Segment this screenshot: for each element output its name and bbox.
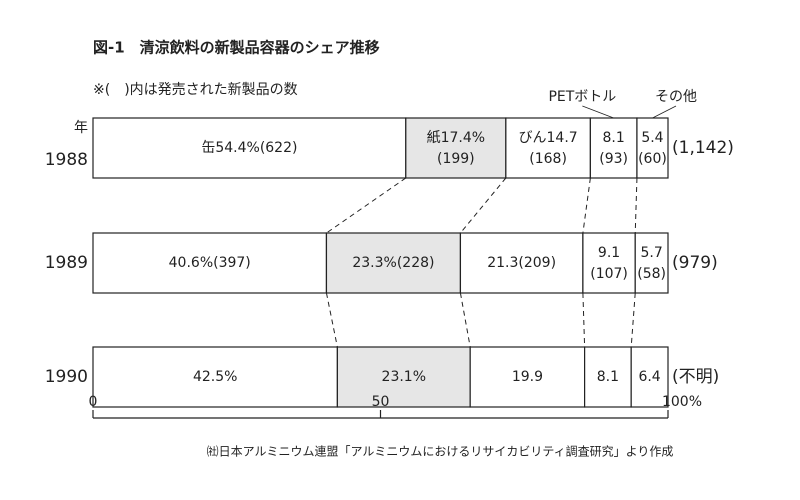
value-text: 54.4% [215, 140, 259, 156]
value-text: 9.1 [598, 245, 620, 261]
bar-segment [469, 346, 586, 408]
bar-segment [630, 346, 669, 408]
bar-segment [505, 117, 591, 179]
count-label: (60) [638, 151, 667, 167]
series-name: 缶 [201, 140, 215, 156]
value-label: 5.4 [641, 130, 663, 146]
value-text: 21.3 [487, 255, 518, 271]
count-label: (168) [529, 151, 567, 167]
value-label: 23.1% [382, 369, 426, 385]
bar-segment [336, 346, 471, 408]
bar-segment [584, 346, 632, 408]
value-label: 19.9 [512, 369, 543, 385]
value-text: 17.4% [441, 130, 485, 146]
connector [459, 292, 471, 348]
value-label: 6.4 [638, 369, 660, 385]
bar-segment [589, 117, 638, 179]
value-text: 23.1% [382, 369, 426, 385]
y-axis-label: 年 [74, 120, 88, 136]
x-tick-label: 100% [662, 394, 702, 410]
count-text: (228) [397, 255, 435, 271]
bar-segment [405, 117, 507, 179]
value-label: 9.1 [598, 245, 620, 261]
chart-subtitle: ※( )内は発売された新製品の数 [93, 82, 298, 98]
value-text: 5.7 [640, 245, 662, 261]
connector [460, 177, 507, 234]
value-text: 42.5% [193, 369, 237, 385]
value-label: びん14.7 [519, 130, 578, 146]
bar-segment [325, 232, 462, 294]
value-label: 紙17.4% [427, 130, 485, 146]
value-label: 23.3%(228) [352, 255, 434, 271]
value-label: 5.7 [640, 245, 662, 261]
value-text: 8.1 [603, 130, 625, 146]
bar-segment [636, 117, 669, 179]
connector [582, 177, 591, 234]
source-note: ㈳日本アルミニウム連盟「アルミニウムにおけるリサイカビリティ調査研究」より作成 [207, 444, 674, 459]
legend-label: その他 [655, 89, 697, 105]
value-text: 40.6% [169, 255, 213, 271]
value-label: 21.3(209) [487, 255, 556, 271]
bar-segment [459, 232, 584, 294]
value-text: 19.9 [512, 369, 543, 385]
value-label: 缶54.4%(622) [201, 140, 297, 156]
bar-segment [634, 232, 669, 294]
bar-segment [92, 232, 328, 294]
x-tick-label: 50 [372, 394, 390, 410]
value-label: 8.1 [597, 369, 619, 385]
legend-leader [652, 105, 677, 119]
value-label: 40.6%(397) [169, 255, 251, 271]
bar-segment [582, 232, 636, 294]
connector [325, 292, 338, 348]
connector [630, 292, 636, 348]
y-tick-label: 1989 [45, 253, 88, 273]
chart-title: 図-1 清涼飲料の新製品容器のシェア推移 [93, 39, 380, 57]
total-label: (1,142) [672, 138, 734, 158]
value-text: 8.1 [597, 369, 619, 385]
value-label: 42.5% [193, 369, 237, 385]
value-text: 6.4 [638, 369, 660, 385]
bar-segment [92, 346, 338, 408]
value-text: 23.3% [352, 255, 396, 271]
series-name: 紙 [427, 130, 441, 146]
connector [326, 177, 407, 234]
count-label: (58) [637, 266, 666, 282]
count-text: (397) [213, 255, 251, 271]
bar-segment [92, 117, 407, 179]
value-text: 14.7 [547, 130, 578, 146]
connector [582, 292, 586, 348]
total-label: (不明) [672, 367, 719, 387]
count-label: (199) [437, 151, 475, 167]
legend-leader [582, 105, 614, 119]
count-label: (93) [599, 151, 628, 167]
y-tick-label: 1990 [45, 367, 88, 387]
count-label: (107) [590, 266, 628, 282]
value-text: 5.4 [641, 130, 663, 146]
y-tick-label: 1988 [45, 150, 88, 170]
legend-label: PETボトル [548, 89, 616, 105]
connector [634, 177, 638, 234]
total-label: (979) [672, 253, 718, 273]
count-text: (622) [260, 140, 298, 156]
series-name: びん [519, 130, 547, 146]
x-tick-label: 0 [89, 394, 98, 410]
value-label: 8.1 [603, 130, 625, 146]
count-text: (209) [518, 255, 556, 271]
